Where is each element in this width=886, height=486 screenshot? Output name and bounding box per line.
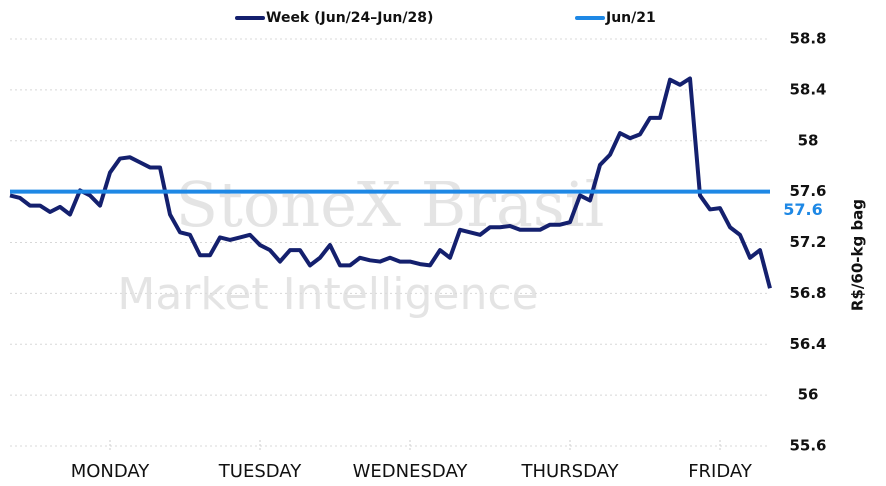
x-tick-label: MONDAY	[71, 461, 151, 482]
y-tick-label: 55.6	[789, 437, 826, 455]
y-tick-label: 56	[798, 386, 819, 404]
y-tick-label: 58.4	[789, 80, 826, 98]
legend-label: Jun/21	[605, 10, 656, 26]
x-tick-label: WEDNESDAY	[353, 461, 469, 482]
x-tick-label: TUESDAY	[218, 461, 302, 482]
y-tick-label: 57.2	[789, 233, 826, 251]
y-tick-label: 56.4	[789, 335, 826, 353]
y-tick-label: 56.8	[789, 284, 826, 302]
x-tick-label: FRIDAY	[688, 461, 753, 482]
legend-label: Week (Jun/24–Jun/28)	[266, 10, 433, 26]
y-tick-label: 57.6	[789, 182, 826, 200]
reference-label: 57.6	[783, 200, 822, 219]
x-tick-label: THURSDAY	[520, 461, 619, 482]
y-tick-label: 58.8	[789, 30, 826, 48]
y-tick-label: 58	[798, 131, 819, 149]
y-axis-title: R$/60-kg bag	[849, 199, 867, 311]
watermark-tagline: Market Intelligence	[117, 269, 538, 320]
price-line	[9, 76, 772, 289]
